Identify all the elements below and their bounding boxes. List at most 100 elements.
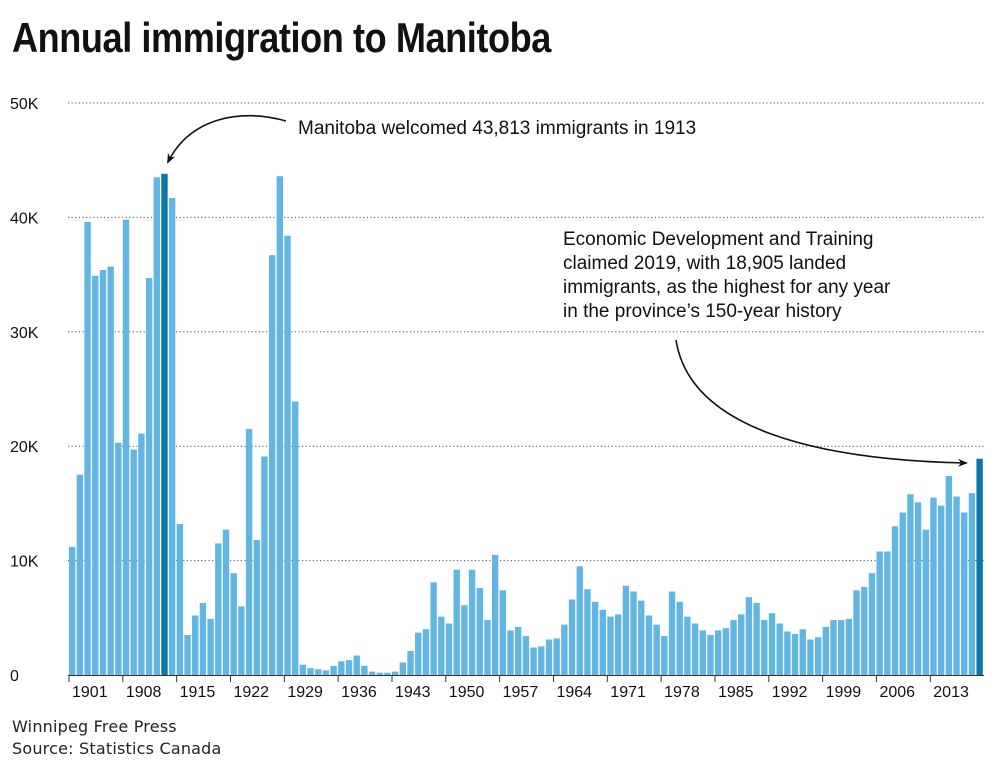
bar-1907: [115, 442, 122, 675]
bar-1904: [92, 275, 99, 675]
publisher-credit: Winnipeg Free Press: [12, 717, 177, 736]
bar-1906: [107, 266, 114, 675]
chart-title: Annual immigration to Manitoba: [12, 14, 551, 61]
bars: [69, 173, 983, 676]
bar-1993: [776, 623, 783, 675]
bar-1941: [376, 672, 383, 675]
bar-1932: [307, 668, 314, 675]
bar-1913: [161, 173, 168, 675]
bar-1905: [99, 270, 107, 675]
x-tick-label: 1929: [287, 684, 323, 701]
bar-2008: [891, 526, 899, 675]
bar-1998: [814, 637, 822, 675]
annotation-2019-line: claimed 2019, with 18,905 landed: [563, 253, 847, 274]
bar-1909: [130, 449, 137, 675]
x-tick-label: 1936: [341, 684, 377, 701]
bar-1942: [384, 672, 391, 675]
bar-1989: [745, 597, 753, 675]
bar-2005: [868, 573, 876, 675]
bar-1958: [507, 630, 514, 675]
bar-1903: [84, 221, 91, 676]
bar-1931: [299, 664, 307, 675]
x-tick-label: 1999: [826, 684, 862, 701]
y-tick-label: 30K: [10, 325, 39, 342]
bar-2000: [830, 620, 837, 675]
bar-1957: [499, 590, 507, 675]
bar-1943: [391, 671, 399, 675]
bar-1973: [622, 585, 630, 675]
x-tick-label: 1922: [233, 684, 269, 701]
bar-1963: [545, 639, 553, 675]
bar-2010: [907, 494, 914, 675]
bar-1990: [753, 602, 760, 675]
bar-2012: [922, 529, 929, 675]
bar-2011: [914, 502, 922, 675]
bar-1936: [338, 661, 345, 675]
bar-1980: [676, 601, 683, 675]
bar-1908: [122, 219, 130, 675]
bar-1978: [661, 636, 668, 675]
bar-1997: [807, 639, 814, 675]
bar-2018: [968, 493, 976, 675]
bar-1912: [153, 177, 160, 676]
x-axis: 1901 1908 1915 1922 1929 1936 1943 1950 1957 1964…: [68, 675, 985, 701]
bar-2019: [976, 458, 983, 675]
source-credit: Source: Statistics Canada: [12, 739, 222, 758]
bar-1982: [691, 623, 699, 675]
bar-1983: [699, 630, 706, 675]
bar-1922: [230, 573, 237, 675]
annotation-2019-line: in the province’s 150-year history: [563, 301, 842, 322]
bar-1934: [322, 670, 330, 675]
bar-1991: [761, 620, 768, 675]
bar-1928: [276, 176, 284, 675]
x-tick-label: 1985: [718, 684, 754, 701]
bar-1917: [192, 615, 199, 675]
bar-1946: [415, 632, 422, 675]
x-tick-label: 2013: [933, 684, 969, 701]
bar-1938: [353, 655, 360, 675]
bar-1933: [315, 669, 322, 675]
gridlines: [68, 102, 985, 562]
bar-1999: [822, 626, 830, 675]
bar-1910: [138, 433, 145, 675]
bar-1959: [515, 626, 522, 675]
bar-1994: [784, 631, 791, 675]
bar-1950: [445, 623, 453, 675]
y-axis-labels: 0 10K 20K 30K 40K 50K: [10, 96, 39, 685]
bar-1986: [722, 628, 730, 675]
y-tick-label: 10K: [10, 554, 39, 571]
x-tick-label: 1915: [180, 684, 216, 701]
bar-1984: [707, 634, 714, 675]
bar-1954: [476, 588, 483, 675]
bar-2016: [953, 496, 960, 675]
bar-1901: [69, 546, 76, 675]
bar-2009: [899, 512, 906, 675]
bar-1927: [268, 255, 276, 675]
x-tick-label: 1964: [556, 684, 592, 701]
bar-1976: [645, 615, 653, 675]
bar-1970: [599, 609, 606, 675]
bar-1987: [730, 620, 737, 675]
bar-1919: [207, 618, 214, 675]
bar-1914: [168, 197, 176, 675]
annotation-1913: Manitoba welcomed 43,813 immigrants in 1…: [298, 118, 697, 139]
y-tick-label: 0: [10, 668, 19, 685]
bar-1925: [253, 540, 260, 675]
bar-2004: [861, 586, 868, 675]
bar-1962: [538, 646, 545, 675]
bar-1975: [638, 600, 645, 675]
bar-1921: [222, 529, 230, 675]
x-tick-label: 1950: [449, 684, 485, 701]
bar-1902: [76, 474, 84, 675]
bar-2015: [945, 475, 953, 675]
bar-1964: [553, 638, 560, 675]
bar-1960: [522, 636, 530, 675]
bar-1935: [330, 665, 337, 675]
bar-1911: [145, 278, 153, 675]
bar-1972: [614, 614, 622, 675]
bar-1965: [561, 624, 568, 675]
y-tick-label: 40K: [10, 210, 39, 227]
bar-1966: [568, 599, 576, 675]
x-tick-label: 1978: [664, 684, 700, 701]
